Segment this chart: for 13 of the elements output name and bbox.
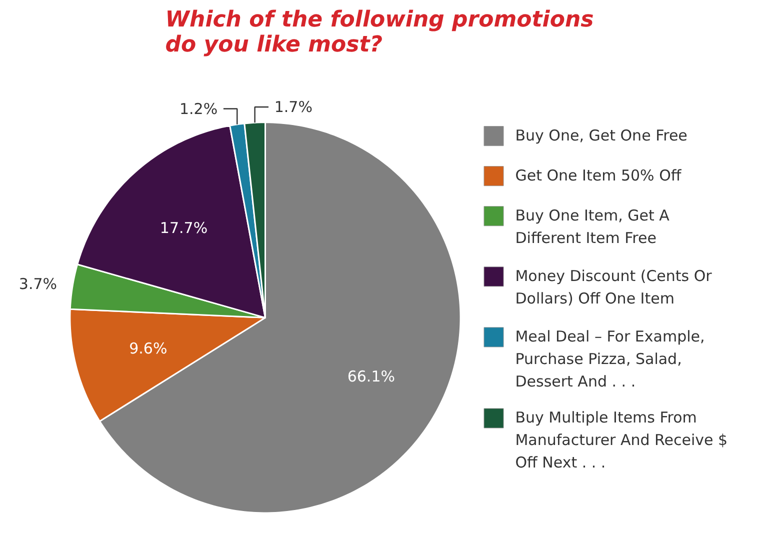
legend-label: Buy Multiple Items From Manufacturer And Receive $ Off Next . . .	[515, 408, 728, 472]
legend-label: Meal Deal – For Example, Purchase Pizza, Salad, Dessert And . . .	[515, 327, 705, 390]
data-label: 66.1%	[347, 367, 396, 386]
data-label: 1.2%	[179, 100, 218, 118]
chart-title: Which of the following promotions do you like most?	[165, 8, 594, 58]
data-label: 9.6%	[129, 340, 168, 358]
legend-label: Get One Item 50% Off	[515, 166, 682, 184]
legend-label: Money Discount (Cents Or Dollars) Off One Item	[515, 266, 713, 308]
data-label: 3.7%	[18, 275, 58, 294]
data-label: 1.7%	[274, 98, 312, 116]
data-label: 17.7%	[160, 219, 208, 238]
legend-label: Buy One, Get One Free	[515, 126, 688, 144]
legend-label: Buy One Item, Get A Different Item Free	[515, 206, 670, 247]
